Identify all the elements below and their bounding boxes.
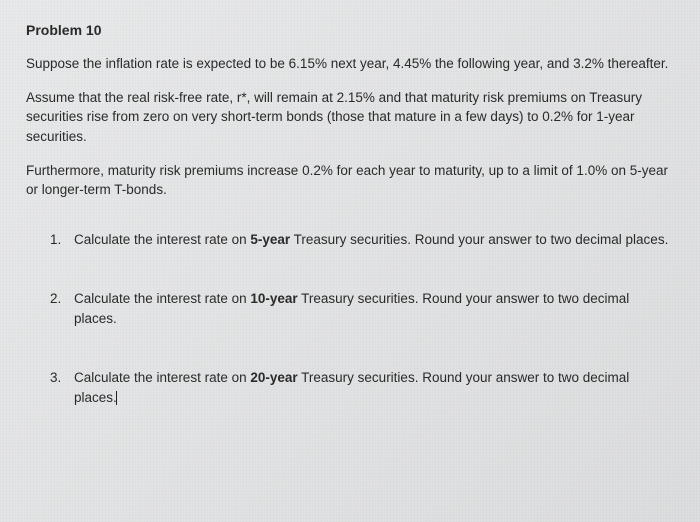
question-item: 1. Calculate the interest rate on 5-year… <box>50 230 674 250</box>
question-pre: Calculate the interest rate on <box>74 232 250 247</box>
question-text: Calculate the interest rate on 20-year T… <box>74 368 674 407</box>
question-text: Calculate the interest rate on 5-year Tr… <box>74 230 674 250</box>
question-item: 3. Calculate the interest rate on 20-yea… <box>50 368 674 407</box>
question-number: 2. <box>50 289 70 328</box>
question-text: Calculate the interest rate on 10-year T… <box>74 289 674 328</box>
question-post: Treasury securities. Round your answer t… <box>290 232 668 247</box>
question-number: 1. <box>50 230 70 250</box>
questions-list: 1. Calculate the interest rate on 5-year… <box>26 230 674 408</box>
question-pre: Calculate the interest rate on <box>74 291 250 306</box>
problem-title: Problem 10 <box>26 20 674 40</box>
paragraph-1: Suppose the inflation rate is expected t… <box>26 54 674 74</box>
question-item: 2. Calculate the interest rate on 10-yea… <box>50 289 674 328</box>
paragraph-3: Furthermore, maturity risk premiums incr… <box>26 161 674 200</box>
question-bold: 20-year <box>250 370 297 385</box>
text-cursor-icon <box>116 391 117 405</box>
question-number: 3. <box>50 368 70 407</box>
question-pre: Calculate the interest rate on <box>74 370 250 385</box>
question-bold: 5-year <box>250 232 290 247</box>
question-bold: 10-year <box>250 291 297 306</box>
paragraph-2: Assume that the real risk-free rate, r*,… <box>26 88 674 147</box>
